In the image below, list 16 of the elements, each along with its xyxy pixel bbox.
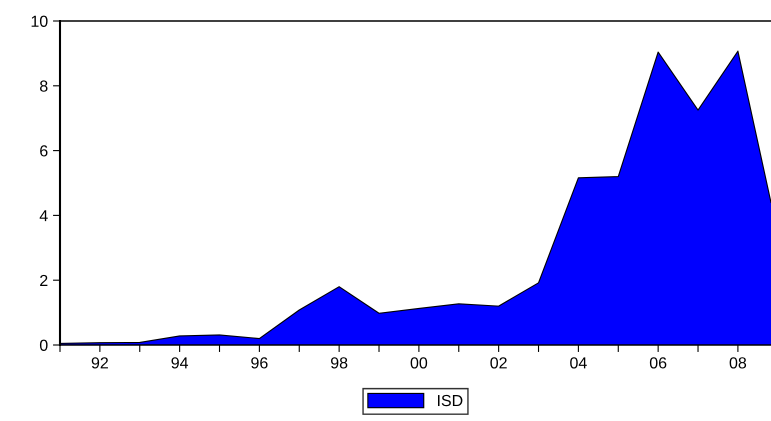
legend-label: ISD [438, 394, 462, 406]
y-tick-label: 4 [40, 210, 48, 222]
y-tick-label: 2 [40, 274, 48, 286]
y-tick-label: 0 [40, 340, 48, 351]
y-tick-label: 6 [40, 145, 48, 157]
y-tick-label: 8 [40, 80, 48, 92]
y-tick-label: 10 [32, 16, 48, 27]
x-tick-label: 06 [650, 357, 666, 369]
x-tick-label: 08 [730, 357, 746, 369]
x-tick-label: 98 [331, 357, 348, 369]
x-tick-label: 92 [92, 357, 108, 369]
x-tick-label: 04 [570, 357, 587, 369]
x-tick-label: 96 [251, 357, 268, 369]
x-tick-label: 94 [171, 357, 188, 369]
x-tick-label: 02 [490, 357, 507, 369]
x-tick-label: 00 [410, 357, 428, 369]
